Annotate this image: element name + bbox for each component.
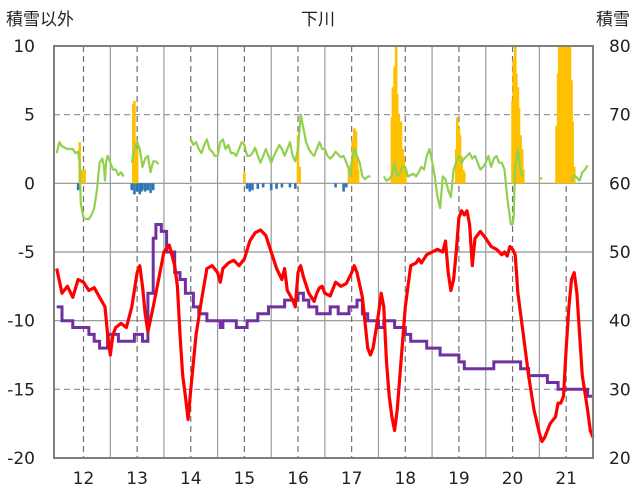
orange-bar <box>134 142 137 184</box>
orange-bar <box>135 149 139 184</box>
orange-bar <box>456 117 459 184</box>
orange-bar <box>353 128 356 184</box>
blue-bar <box>141 183 144 191</box>
green-line <box>130 141 160 174</box>
orange-bar <box>557 46 561 184</box>
blue-bar <box>294 183 297 189</box>
blue-bar <box>245 183 249 189</box>
blue-bar <box>138 183 142 195</box>
blue-bar <box>149 183 152 193</box>
orange-bar <box>512 59 515 184</box>
y-left-tick-label: -10 <box>7 312 35 332</box>
chart-title: 下川 <box>301 10 335 30</box>
plot-frame <box>53 45 594 459</box>
right-axis-label: 積雪 <box>596 10 630 30</box>
y-left-tick-label: 0 <box>24 174 35 194</box>
orange-bar <box>243 172 246 184</box>
green-line <box>538 176 543 181</box>
orange-bar <box>571 121 574 184</box>
x-tick-label: 17 <box>341 469 363 489</box>
blue-bar <box>288 183 292 188</box>
green-line <box>55 141 125 221</box>
orange-bar <box>356 169 360 184</box>
y-left-tick-label: -5 <box>18 243 35 263</box>
orange-bar <box>565 46 569 184</box>
blue-bar <box>280 183 284 188</box>
orange-bar <box>402 155 405 184</box>
orange-bar <box>462 172 466 184</box>
x-tick-label: 13 <box>126 469 148 489</box>
blue-bar <box>251 183 254 191</box>
x-tick-label: 19 <box>448 469 470 489</box>
y-left-tick-label: 5 <box>24 106 35 126</box>
green-line <box>189 113 371 181</box>
x-tick-label: 20 <box>502 469 524 489</box>
blue-bar <box>248 183 252 192</box>
blue-bar <box>256 183 260 189</box>
green-line <box>570 164 589 182</box>
y-right-tick-label: 50 <box>609 243 631 263</box>
x-tick-label: 18 <box>394 469 416 489</box>
green-line <box>382 147 525 226</box>
y-left-tick-label: 10 <box>13 37 35 57</box>
left-axis-label: 積雪以外 <box>6 10 74 30</box>
y-left-tick-label: -20 <box>7 449 35 469</box>
y-right-tick-label: 60 <box>609 174 631 194</box>
orange-bar <box>403 169 407 184</box>
orange-bar <box>298 166 301 184</box>
orange-bar <box>519 135 522 184</box>
y-left-tick-label: -15 <box>7 380 35 400</box>
orange-bar <box>568 46 572 184</box>
line-series <box>55 113 595 444</box>
y-right-tick-label: 70 <box>609 106 631 126</box>
orange-bar <box>393 66 396 184</box>
bar-series <box>76 46 576 195</box>
blue-bar <box>135 183 139 192</box>
blue-bar <box>261 183 265 188</box>
orange-bar <box>399 121 403 184</box>
orange-bar <box>517 107 521 184</box>
y-right-tick-label: 20 <box>609 449 631 469</box>
orange-bar <box>563 46 566 184</box>
blue-bar <box>146 183 150 191</box>
blue-bar <box>143 183 147 192</box>
orange-bar <box>296 135 300 184</box>
blue-bar <box>342 183 345 192</box>
y-right-tick-label: 80 <box>609 37 631 57</box>
blue-bar <box>334 183 337 188</box>
orange-bar <box>83 169 86 184</box>
orange-bar <box>560 46 564 184</box>
y-right-tick-label: 30 <box>609 380 631 400</box>
x-tick-label: 12 <box>73 469 95 489</box>
red-line <box>55 209 595 444</box>
orange-bar <box>80 169 84 184</box>
blue-bar <box>77 183 81 189</box>
blue-bar <box>133 183 136 195</box>
orange-bar <box>391 87 395 184</box>
orange-bar <box>515 73 518 184</box>
x-tick-label: 21 <box>555 469 577 489</box>
x-tick-label: 16 <box>287 469 309 489</box>
blue-bar <box>344 183 348 188</box>
x-tick-label: 14 <box>180 469 202 489</box>
blue-bar <box>151 183 155 191</box>
tick-labels: 10 80 5 70 0 60 -5 50 -10 40 -15 30 -20 20 12 13 14 15 16 1… <box>7 37 630 489</box>
x-tick-label: 15 <box>234 469 256 489</box>
blue-bar <box>269 183 273 191</box>
y-right-tick-label: 40 <box>609 312 631 332</box>
orange-bar <box>520 149 524 184</box>
orange-bar <box>460 155 463 184</box>
blue-bar <box>275 183 278 189</box>
orange-bar <box>347 165 351 184</box>
orange-bar <box>395 94 399 184</box>
blue-bar <box>130 183 134 191</box>
orange-bar <box>555 125 558 184</box>
